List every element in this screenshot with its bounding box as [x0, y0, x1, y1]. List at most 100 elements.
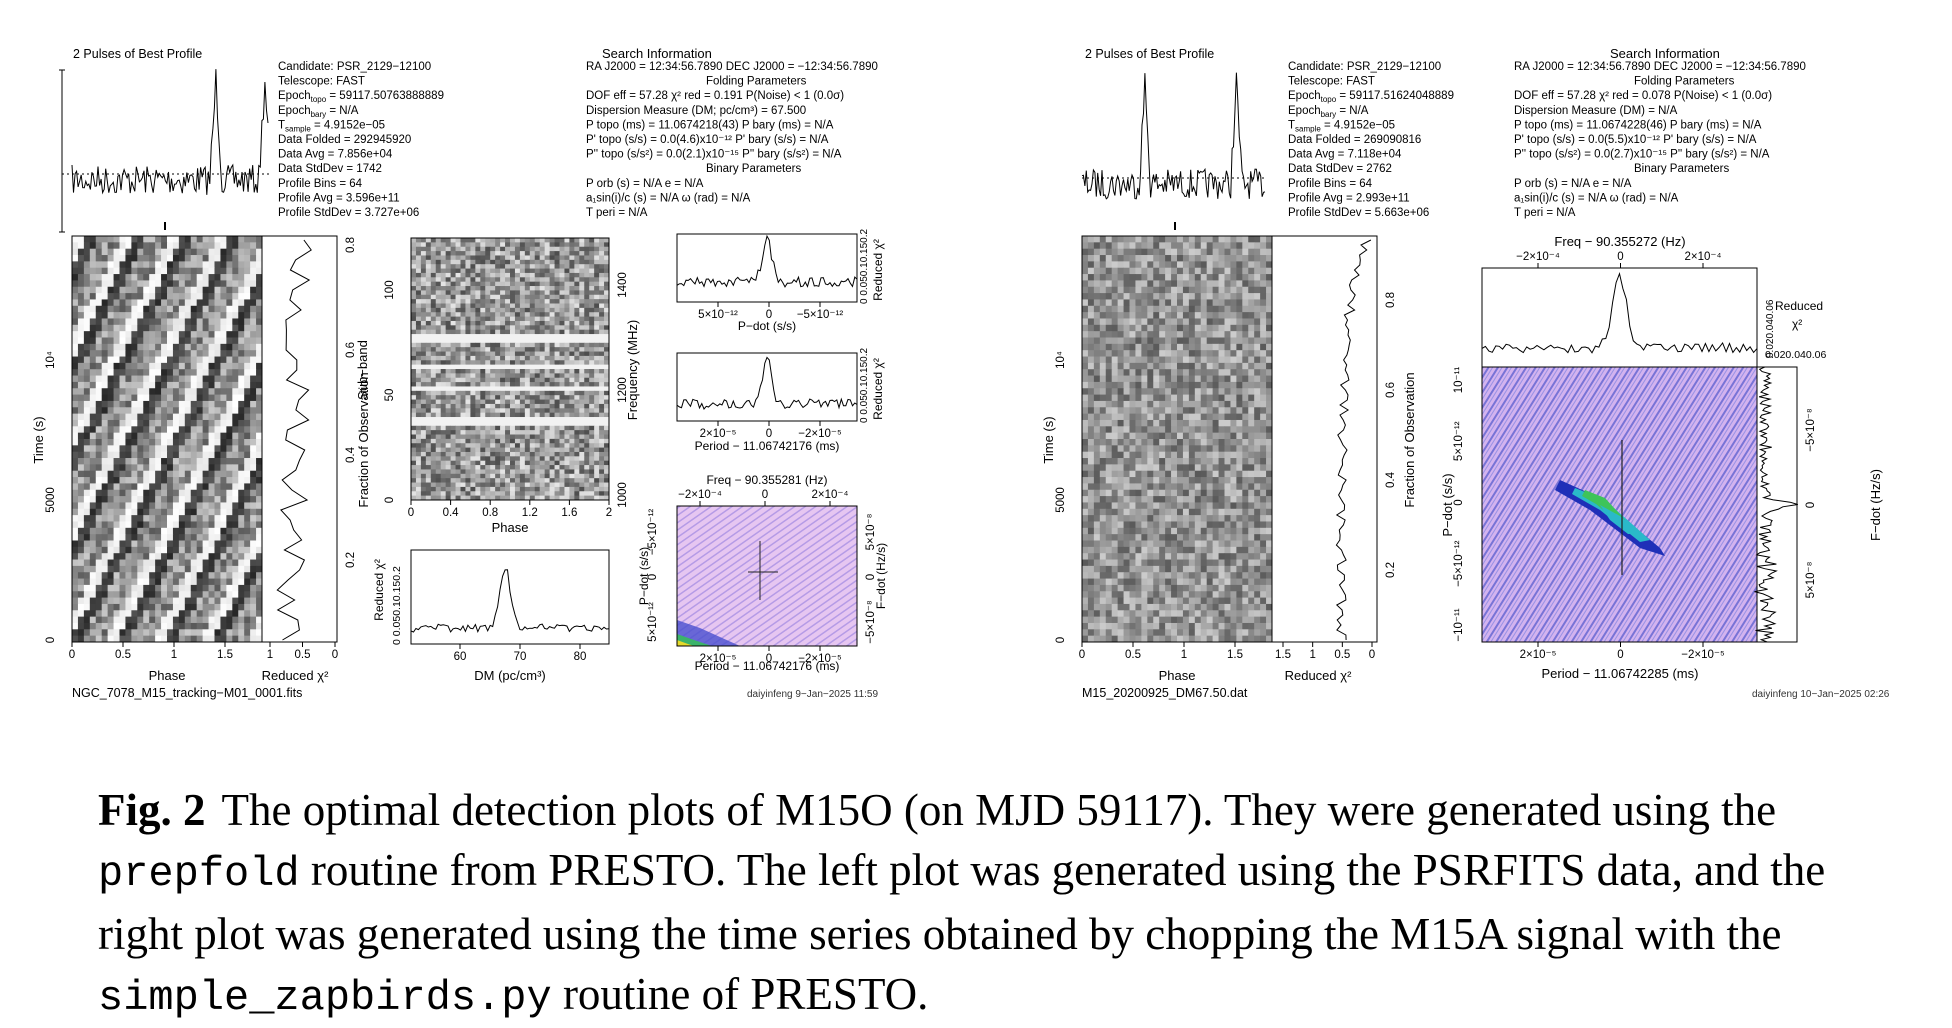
tick-label: 0: [1369, 649, 1375, 661]
subband-axis-label: Sub−band: [355, 340, 370, 400]
dm-redchi-label: Reduced χ²: [372, 559, 386, 621]
search-line: P orb (s) = N/A e = N/A: [586, 178, 704, 190]
tick-label: 5×10⁻⁸: [1805, 561, 1817, 598]
time-axis-label: Time (s): [31, 416, 46, 463]
tick-label: 60: [454, 651, 467, 663]
tick-label: 0: [408, 507, 414, 519]
search-line: Folding Parameters: [1634, 76, 1735, 88]
tick-label: 5000: [1055, 487, 1067, 513]
tick-label: −10⁻¹¹: [1453, 608, 1465, 641]
caption-text-2: routine from PRESTO. The left plot was g…: [98, 845, 1825, 959]
tick-label: 0.5: [295, 649, 311, 661]
left-panel: 2 Pulses of Best Profile Candidate: PSR_…: [31, 46, 888, 700]
info-line: Data Avg = 7.856e+04: [278, 149, 393, 161]
tick-label: −2×10⁻⁵: [798, 428, 842, 440]
tick-label: 50: [384, 389, 396, 402]
info-line: Epochbary = N/A: [278, 105, 359, 119]
tick-label: 10⁴: [1055, 351, 1067, 369]
info-line: Telescope: FAST: [1288, 76, 1375, 88]
tick-label: 100: [384, 280, 396, 299]
tick-label: −5×10⁻¹²: [797, 309, 844, 321]
info-line: Data StdDev = 2762: [1288, 163, 1392, 175]
tick-label: 2: [606, 507, 612, 519]
tick-label: 0: [1805, 502, 1817, 508]
tick-label: 1.6: [561, 507, 577, 519]
search-line: T peri = N/A: [1514, 207, 1576, 219]
tick-label: 1.5: [1227, 649, 1243, 661]
tick-label: 1.5: [217, 649, 233, 661]
tick-label: 2×10⁻⁴: [1685, 251, 1722, 263]
tick-label: 5×10⁻⁸: [865, 513, 877, 550]
info-line: Profile StdDev = 5.663e+06: [1288, 207, 1429, 219]
tick-label: 0: [766, 653, 772, 665]
tick-label: 0.5: [1125, 649, 1141, 661]
tick-label: −5×10⁻¹²: [647, 509, 659, 556]
dm-redchi-ticks: 0 0.050.10.150.2: [391, 566, 403, 645]
tick-label: −5×10⁻¹²: [1453, 540, 1465, 587]
pdot-redchi-ticks: 0 0.050.10.150.2: [859, 228, 870, 304]
search-line: P'' topo (s/s²) = 0.0(2.1)x10⁻¹⁵ P'' bar…: [586, 149, 842, 161]
info-line: Epochbary = N/A: [1288, 105, 1369, 119]
tick-label: 1000: [617, 482, 629, 508]
tick-label: 1: [1309, 649, 1315, 661]
search-line: RA J2000 = 12:34:56.7890 DEC J2000 = −12…: [1514, 61, 1806, 73]
figure-canvas: 2 Pulses of Best Profile Candidate: PSR_…: [0, 0, 1952, 770]
tick-label: 0.5: [1334, 649, 1350, 661]
tick-label: 0: [647, 574, 659, 580]
search-line: Dispersion Measure (DM) = N/A: [1514, 105, 1678, 117]
tick-label: 0.4: [443, 507, 460, 519]
freq-redchi-curve: [1482, 274, 1757, 353]
tick-label: 5×10⁻¹²: [647, 602, 659, 642]
tick-label: 1: [267, 649, 273, 661]
info-line: Epochtopo = 59117.51624048889: [1288, 90, 1454, 104]
info-line: Data Folded = 269090816: [1288, 134, 1421, 146]
signature: daiyinfeng 9−Jan−2025 11:59: [747, 689, 878, 700]
period-axis-label: Period − 11.06742285 (ms): [1542, 666, 1699, 681]
tick-label: 1400: [617, 272, 629, 298]
tick-label: 1.5: [1275, 649, 1291, 661]
search-line: Folding Parameters: [706, 76, 807, 88]
tick-label: 1.2: [522, 507, 538, 519]
tick-label: 10⁴: [45, 351, 57, 369]
tick-label: 0: [865, 574, 877, 580]
tick-label: 0: [384, 497, 396, 503]
search-line: DOF eff = 57.28 χ² red = 0.078 P(Noise) …: [1514, 90, 1772, 102]
search-line: Binary Parameters: [706, 163, 801, 175]
tick-label: 0: [1055, 637, 1067, 643]
pdot-redchi-label: Reduced χ²: [871, 239, 885, 301]
tick-label: 0.6: [1385, 382, 1397, 398]
info-line: Candidate: PSR_2129−12100: [278, 61, 431, 73]
pulse-profile-line: [72, 69, 268, 195]
tick-label: 0.8: [482, 507, 498, 519]
info-line: Profile Bins = 64: [1288, 178, 1373, 190]
search-line: P topo (ms) = 11.0674228(46) P bary (ms)…: [1514, 119, 1762, 131]
search-line: P'' topo (s/s²) = 0.0(2.7)x10⁻¹⁵ P'' bar…: [1514, 149, 1770, 161]
tick-label: 0: [45, 637, 57, 643]
phase-axis-label: Phase: [1159, 668, 1196, 683]
search-line: P topo (ms) = 11.0674218(43) P bary (ms)…: [586, 119, 834, 131]
tick-label: 0: [332, 649, 338, 661]
caption-text-3: routine of PRESTO.: [552, 969, 929, 1019]
tick-label: 2×10⁻⁵: [1520, 649, 1557, 661]
info-line: Profile Bins = 64: [278, 178, 363, 190]
right-panel: 2 Pulses of Best Profile Candidate: PSR_…: [1041, 46, 1890, 700]
tick-label: −2×10⁻⁴: [1516, 251, 1560, 263]
tick-label: 2×10⁻⁵: [700, 653, 737, 665]
tick-label: 0: [766, 428, 772, 440]
tick-label: 0: [762, 489, 768, 501]
tick-label: 0.8: [1385, 292, 1397, 308]
tick-label: 1: [171, 649, 177, 661]
search-line: T peri = N/A: [586, 207, 648, 219]
figure-label: Fig. 2: [98, 785, 206, 835]
info-line: Profile StdDev = 3.727e+06: [278, 207, 419, 219]
search-info: RA J2000 = 12:34:56.7890 DEC J2000 = −12…: [1514, 61, 1806, 219]
tick-label: −5×10⁻⁸: [1805, 408, 1817, 452]
time-axis-label: Time (s): [1041, 416, 1056, 463]
tick-label: 5×10⁻¹²: [1453, 421, 1465, 461]
redchi-curve: [1336, 240, 1371, 640]
tick-label: 0: [1617, 251, 1623, 263]
